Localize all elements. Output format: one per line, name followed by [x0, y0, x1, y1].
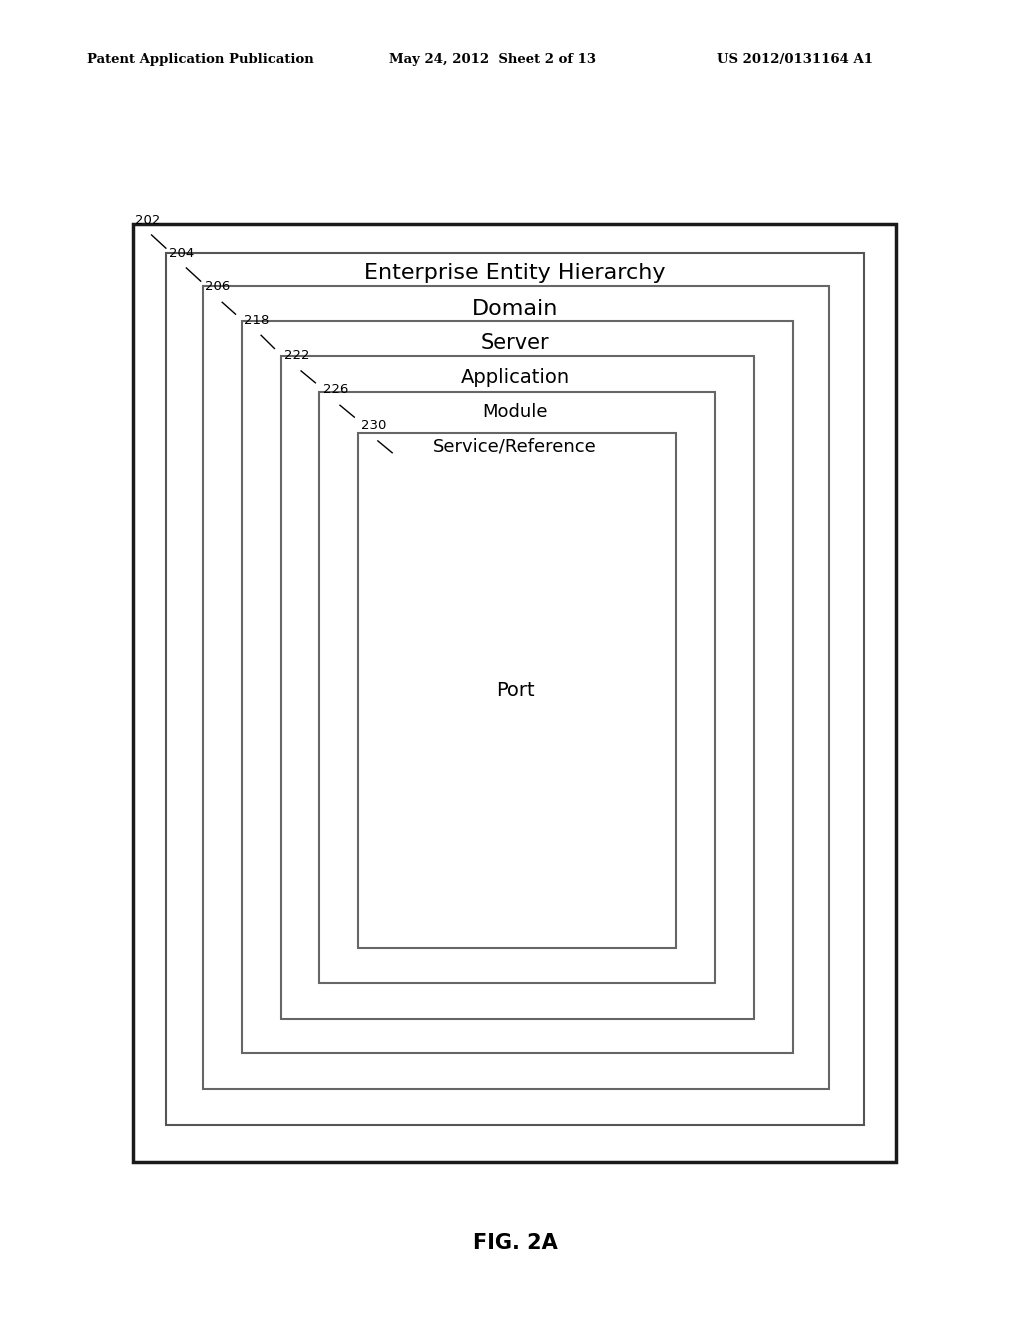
- Text: Enterprise Entity Hierarchy: Enterprise Entity Hierarchy: [365, 263, 666, 284]
- Bar: [166, 253, 864, 1125]
- Text: Module: Module: [482, 403, 548, 421]
- Text: Application: Application: [461, 368, 569, 387]
- Text: 206: 206: [205, 280, 230, 293]
- Text: 226: 226: [323, 383, 348, 396]
- Bar: [203, 286, 829, 1089]
- Text: 218: 218: [244, 314, 269, 327]
- Bar: [281, 356, 754, 1019]
- Bar: [319, 392, 715, 983]
- Text: 202: 202: [135, 214, 161, 227]
- Text: FIG. 2A: FIG. 2A: [473, 1233, 557, 1254]
- Text: Domain: Domain: [472, 298, 558, 319]
- Text: May 24, 2012  Sheet 2 of 13: May 24, 2012 Sheet 2 of 13: [389, 53, 596, 66]
- Text: Port: Port: [496, 681, 535, 700]
- Bar: [242, 321, 793, 1053]
- Text: Server: Server: [480, 333, 550, 354]
- Bar: [133, 224, 896, 1162]
- Bar: [358, 433, 676, 948]
- Text: Service/Reference: Service/Reference: [433, 437, 597, 455]
- Text: Patent Application Publication: Patent Application Publication: [87, 53, 313, 66]
- Text: 230: 230: [361, 418, 387, 432]
- Text: 204: 204: [169, 247, 195, 260]
- Text: 222: 222: [284, 348, 309, 362]
- Text: US 2012/0131164 A1: US 2012/0131164 A1: [717, 53, 872, 66]
